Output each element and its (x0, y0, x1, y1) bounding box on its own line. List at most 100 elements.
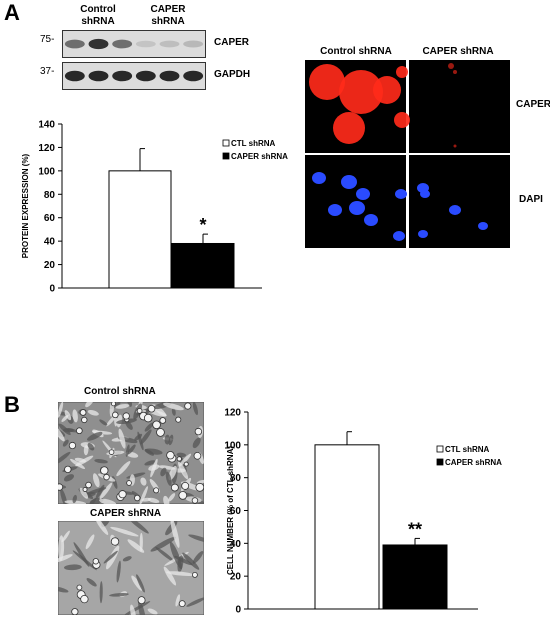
y-tick-label: 0 (235, 605, 241, 616)
dapi-nucleus (328, 204, 342, 216)
rounded-cell (103, 473, 110, 481)
rounded-cell (134, 494, 141, 502)
blot-bands-gapdh (64, 70, 204, 82)
chart-protein-expression: 0 20 40 60 80 100 120 140 PROTEIN EXPRESSION (%)… (21, 120, 288, 295)
cell (186, 597, 204, 607)
rounded-cell (181, 481, 190, 490)
cell (158, 465, 176, 470)
dapi-nucleus (393, 231, 405, 241)
bar-ctl (108, 170, 172, 289)
legend-label: CAPER shRNA (231, 152, 288, 161)
cell (116, 560, 121, 583)
cell (61, 530, 70, 543)
y-tick-label: 120 (38, 143, 55, 154)
rounded-cell (159, 417, 167, 424)
cell (87, 442, 95, 451)
cell (174, 555, 193, 566)
cell (116, 461, 131, 477)
cell (99, 498, 117, 504)
rounded-cell (64, 465, 72, 474)
cell (127, 539, 145, 553)
immunofluorescence-grid (305, 60, 511, 248)
cell (170, 521, 180, 548)
panel-letter-a: A (4, 0, 20, 25)
cell (72, 494, 77, 504)
cell (109, 592, 129, 597)
cell (136, 574, 145, 593)
bar-caper (171, 242, 235, 289)
gapdh-band (135, 70, 156, 82)
cell (175, 594, 181, 607)
dapi-nucleus (478, 222, 488, 230)
cell (99, 419, 108, 426)
gapdh-band (88, 70, 109, 82)
cell (130, 604, 136, 615)
gapdh-band (159, 70, 180, 82)
cell (192, 551, 204, 564)
micrograph-label-caper: CAPER shRNA (90, 508, 162, 519)
cell (163, 402, 184, 411)
rounded-cell (193, 451, 202, 460)
cell (163, 566, 177, 586)
cell (144, 448, 155, 456)
y-axis-label: CELL NUMBER (% of CTL shRNA) (226, 446, 235, 575)
caper-band (135, 40, 156, 48)
rounded-cell (178, 600, 186, 608)
rounded-cell (126, 480, 132, 486)
cell (163, 495, 170, 504)
rounded-cell (80, 594, 89, 604)
cell (127, 444, 136, 455)
y-axis-label: PROTEIN EXPRESSION (%) (21, 153, 30, 258)
rounded-cell (82, 487, 88, 492)
cell (110, 526, 139, 537)
rounded-cell (183, 461, 189, 467)
caper-signal-faint (453, 70, 457, 74)
bar-caper (382, 544, 448, 610)
legend-swatch (222, 152, 230, 160)
rounded-cell (76, 584, 83, 591)
dapi-nucleus (312, 172, 326, 184)
legend-label: CTL shRNA (231, 139, 276, 148)
y-tick-label: 120 (224, 408, 241, 419)
panel-letter-b: B (4, 392, 20, 417)
caper-signal (339, 70, 383, 114)
legend-swatch (436, 445, 444, 453)
cell (66, 428, 79, 433)
rounded-cell (92, 558, 99, 565)
rounded-cell (195, 482, 204, 492)
dapi-nucleus (364, 214, 378, 226)
cell (85, 534, 95, 550)
significance-marker: * (199, 215, 206, 235)
rounded-cell (191, 571, 198, 578)
cell (95, 521, 109, 535)
y-tick-label: 40 (44, 237, 56, 248)
y-tick-label: 60 (44, 213, 56, 224)
cell (196, 479, 204, 484)
y-tick-label: 100 (224, 440, 241, 451)
cell (144, 460, 156, 466)
cell (103, 550, 118, 564)
y-tick-label: 80 (44, 190, 56, 201)
if-row-dapi: DAPI (519, 194, 543, 205)
rounded-cell (178, 491, 188, 500)
dapi-nucleus (349, 201, 365, 215)
cell (58, 554, 73, 563)
cell (188, 534, 204, 543)
cell (147, 497, 160, 503)
caper-band (112, 39, 133, 49)
rounded-cell (147, 404, 156, 413)
y-tick-label: 140 (38, 120, 55, 131)
cell (179, 453, 192, 467)
dapi-nucleus (395, 189, 407, 199)
rounded-cell (75, 427, 83, 435)
caper-signal-faint (453, 144, 457, 148)
rounded-cell (156, 428, 165, 437)
cell (86, 578, 97, 587)
rounded-cell (176, 456, 182, 462)
cell (140, 477, 147, 486)
cell (99, 482, 113, 500)
cell (58, 451, 71, 465)
rounded-cell (194, 427, 203, 436)
if-row-caper: CAPER (516, 99, 550, 110)
rounded-cell (112, 411, 119, 419)
